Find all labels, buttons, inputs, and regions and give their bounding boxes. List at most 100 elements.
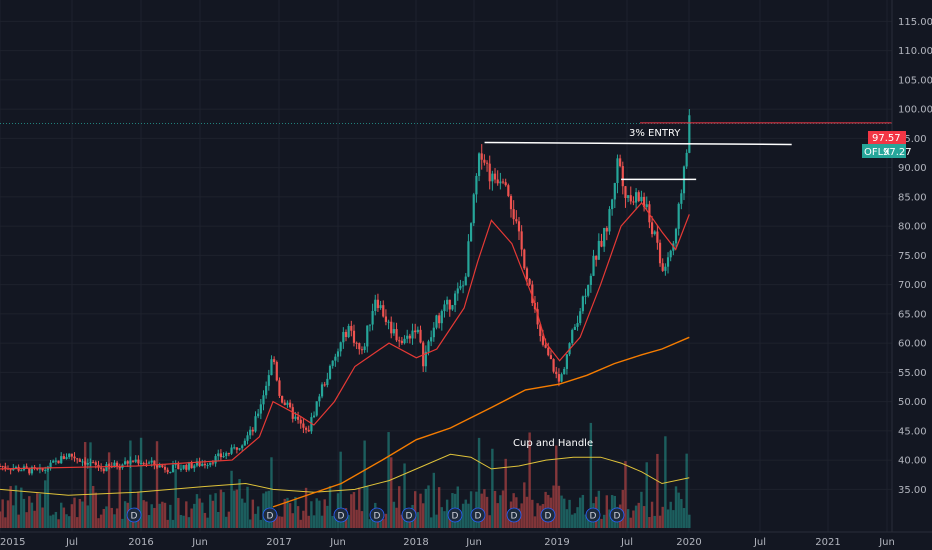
candle-body (193, 465, 196, 469)
dividend-marker[interactable] (369, 507, 385, 523)
dividend-marker[interactable] (609, 507, 625, 523)
volume-bar (67, 516, 71, 528)
volume-bar (445, 499, 449, 528)
candle-body (531, 284, 534, 304)
candle-body (565, 354, 568, 369)
volume-bar (464, 499, 467, 528)
volume-bar (283, 498, 286, 528)
candle-body (488, 163, 491, 182)
time-axis[interactable] (0, 531, 932, 550)
candle-body (374, 299, 377, 312)
candle-body (270, 359, 273, 376)
price-axis[interactable] (891, 0, 932, 550)
candle-body (25, 466, 28, 468)
candle-body (658, 242, 662, 264)
volume-bar (169, 504, 172, 528)
volume-bar (602, 514, 606, 528)
y-tick-label: 115.00 (898, 17, 932, 28)
candle-body (525, 268, 529, 280)
volume-bar (123, 501, 127, 528)
candle-body (182, 465, 185, 469)
volume-bar (91, 485, 95, 528)
candle-body (62, 456, 65, 459)
candle-body (576, 323, 579, 327)
volume-bar (384, 513, 388, 528)
volume-bar (666, 509, 670, 528)
y-tick-label: 45.00 (898, 426, 927, 437)
volume-bar (78, 498, 82, 528)
volume-bar (280, 516, 284, 528)
dividend-marker[interactable] (540, 507, 556, 523)
alert-price-label: 97.57 (872, 133, 901, 144)
volume-bar (557, 485, 561, 528)
volume-bar (163, 502, 167, 528)
candle-body (645, 204, 648, 208)
volume-bar (536, 503, 539, 528)
dividend-marker[interactable] (126, 507, 142, 523)
candle-body (480, 153, 483, 160)
volume-bar (142, 500, 145, 528)
candle-body (166, 469, 169, 473)
volume-bar (230, 470, 233, 528)
candle-body (14, 466, 18, 469)
volume-bar (60, 502, 63, 528)
candle-body (94, 462, 97, 465)
candle-body (539, 324, 542, 337)
volume-bar (1, 499, 4, 528)
volume-bar (57, 519, 60, 528)
volume-bar (352, 492, 356, 528)
volume-bar (552, 485, 555, 528)
dividend-marker[interactable] (401, 507, 417, 523)
candle-body (299, 419, 302, 424)
volume-bar (437, 487, 441, 528)
volume-bar (246, 486, 249, 528)
volume-bar (579, 497, 582, 528)
candle-body (496, 179, 499, 184)
dividend-marker[interactable] (585, 507, 601, 523)
volume-bar (201, 502, 204, 528)
volume-bar (110, 507, 113, 528)
candle-body (131, 460, 135, 462)
candle-body (688, 115, 691, 153)
volume-bar (432, 472, 436, 528)
candle-body (145, 463, 148, 465)
candle-body (169, 472, 172, 474)
candle-body (211, 462, 215, 464)
candle-body (419, 329, 422, 343)
volume-bar (416, 512, 420, 528)
pattern-annotation: Cup and Handle (513, 438, 593, 449)
candle-body (642, 196, 646, 208)
candle-body (281, 395, 284, 403)
volume-bar (368, 519, 372, 528)
candle-body (382, 305, 385, 317)
volume-bar (198, 498, 201, 528)
dividend-marker[interactable] (262, 507, 278, 523)
candle-body (653, 231, 656, 235)
volume-bar (390, 457, 393, 528)
candle-body (225, 453, 228, 456)
candle-body (355, 342, 358, 344)
volume-bar (4, 517, 7, 528)
resistance-line[interactable] (484, 141, 792, 146)
volume-bar (6, 500, 10, 528)
candle-body (523, 249, 526, 269)
candle-body (246, 435, 249, 441)
volume-bar (243, 502, 247, 528)
dividend-marker[interactable] (333, 507, 349, 523)
candle-body (73, 456, 76, 459)
candle-body (28, 467, 31, 474)
candle-body (342, 331, 345, 343)
candle-body (611, 199, 614, 210)
ma-short-line (0, 201, 690, 470)
candle-body (278, 380, 281, 396)
dividend-marker[interactable] (470, 507, 486, 523)
dividend-marker[interactable] (506, 507, 522, 523)
volume-bar (179, 514, 183, 528)
volume-bar (275, 514, 278, 528)
candle-body (233, 447, 236, 449)
dividend-marker[interactable] (447, 507, 463, 523)
volume-bar (150, 504, 153, 528)
volume-bar (493, 490, 497, 528)
candle-body (469, 223, 473, 242)
